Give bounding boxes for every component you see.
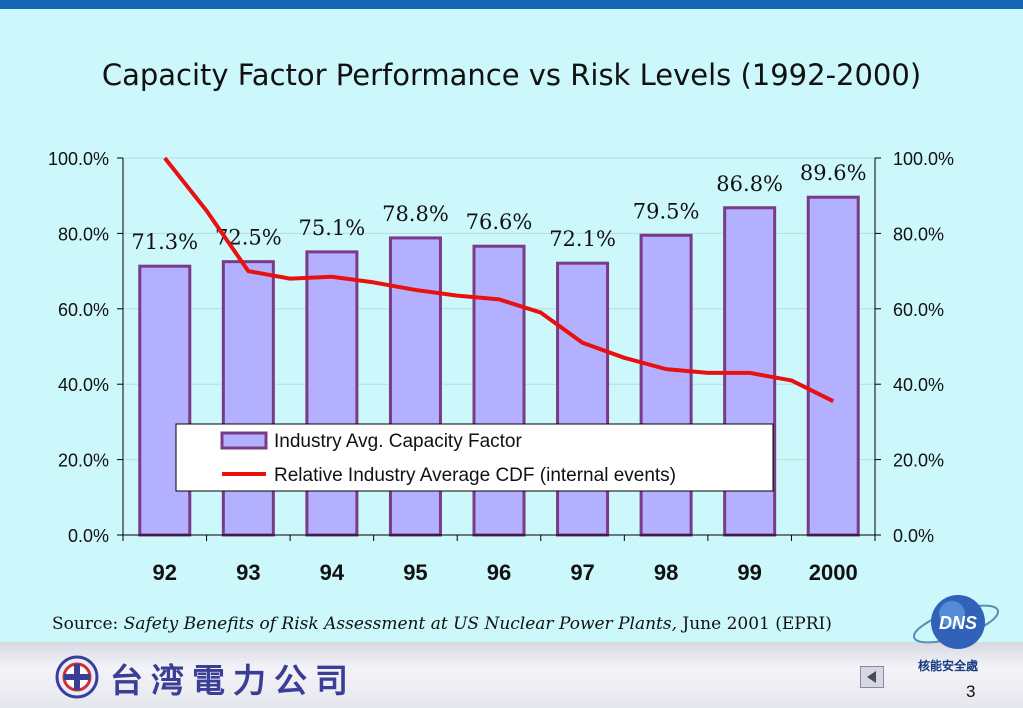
x-tick-label: 97 [570,560,594,585]
bar-2000 [806,195,860,537]
y-tick-label-right: 100.0% [893,149,954,169]
y-tick-label-left: 20.0% [58,451,109,471]
legend [175,423,774,492]
y-tick-label-left: 0.0% [68,526,109,546]
footer-band [0,642,1023,708]
x-tick-label: 95 [403,560,427,585]
data-label: 71.3% [131,230,198,254]
taipower-logo-icon [55,655,99,699]
y-tick-label-right: 80.0% [893,224,944,244]
x-tick-label: 98 [654,560,678,585]
bar-96 [472,244,526,537]
y-tick-label-right: 0.0% [893,526,934,546]
data-label: 75.1% [299,216,366,240]
company-name: 台湾電力公司 [110,661,356,700]
data-label: 89.6% [800,161,867,185]
source-suffix: June 2001 (EPRI) [677,614,832,634]
top-rule [0,0,1023,9]
y-tick-label-right: 60.0% [893,300,944,320]
legend-swatch-bar [220,431,268,450]
dns-badge-icon: DNS [912,595,1000,649]
source-citation: Source: Safety Benefits of Risk Assessme… [52,614,832,634]
x-tick-label: 92 [153,560,177,585]
bar-93 [221,260,275,537]
x-tick-label: 94 [320,560,345,585]
bar-97 [556,261,610,537]
previous-slide-button[interactable] [860,666,884,688]
data-label: 79.5% [633,199,700,223]
y-tick-label-right: 40.0% [893,375,944,395]
y-tick-label-left: 40.0% [58,375,109,395]
y-tick-label-left: 100.0% [48,149,109,169]
legend-label-capacity: Industry Avg. Capacity Factor [274,431,522,452]
bar-92 [138,264,192,537]
y-tick-label-left: 80.0% [58,224,109,244]
page-number: 3 [966,682,976,701]
y-tick-label-right: 20.0% [893,451,944,471]
bar-94 [305,250,359,537]
x-tick-label: 99 [737,560,761,585]
x-tick-label: 2000 [809,560,858,585]
y-tick-label-left: 60.0% [58,300,109,320]
data-label: 76.6% [466,210,533,234]
source-prefix: Source: [52,614,124,634]
capacity-factor-chart: 71.3% 72.5% 75.1%78.8% 76.6%72.1%79.5%86.8%… [48,149,954,585]
slide-title: Capacity Factor Performance vs Risk Leve… [101,58,922,92]
legend-label-cdf: Relative Industry Average CDF (internal … [274,465,676,486]
dns-badge-text: DNS [939,613,977,633]
x-tick-label: 93 [236,560,260,585]
department-name: 核能安全處 [918,659,979,673]
triangle-left-icon [867,671,876,683]
data-label: 78.8% [382,202,449,226]
data-label: 72.1% [549,227,616,251]
source-title: Safety Benefits of Risk Assessment at US… [123,614,678,634]
cdf-line [163,156,835,403]
x-tick-label: 96 [487,560,511,585]
data-label: 86.8% [716,172,783,196]
